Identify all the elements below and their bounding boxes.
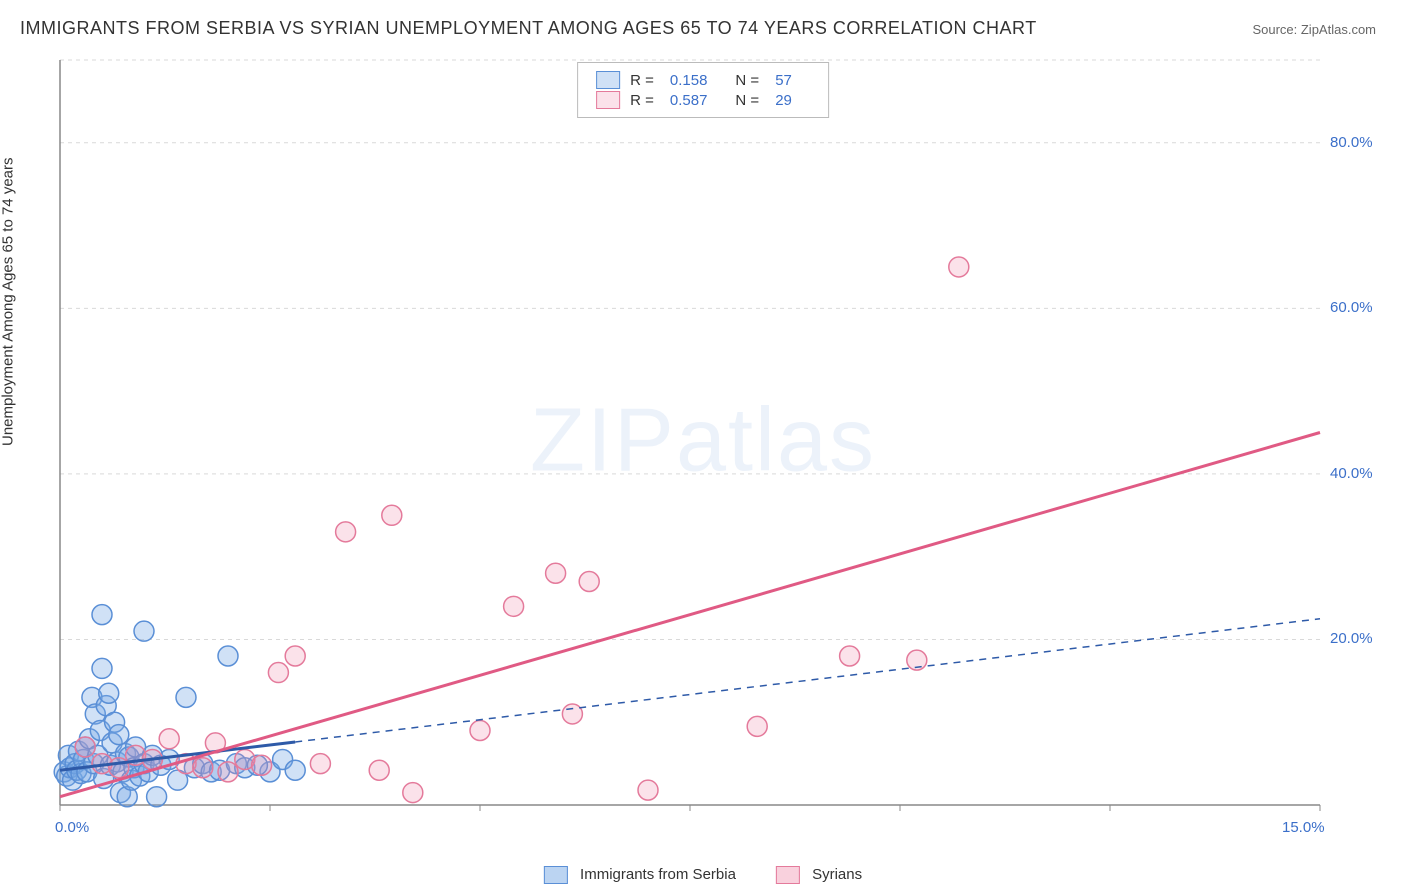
y-tick-20: 20.0% — [1330, 630, 1373, 647]
r-label: R = — [630, 92, 654, 109]
r-value-serbia: 0.158 — [670, 72, 708, 89]
chart-area — [50, 55, 1380, 835]
r-label: R = — [630, 72, 654, 89]
legend-row-syrians: R = 0.587 N = 29 — [596, 91, 810, 109]
swatch-serbia — [596, 71, 620, 89]
y-tick-80: 80.0% — [1330, 134, 1373, 151]
legend-label-serbia: Immigrants from Serbia — [580, 866, 736, 883]
legend-item-syrians: Syrians — [776, 866, 862, 884]
n-label: N = — [735, 72, 759, 89]
source-attribution: Source: ZipAtlas.com — [1252, 22, 1376, 37]
series-legend: Immigrants from Serbia Syrians — [544, 866, 862, 884]
x-tick-min: 0.0% — [55, 819, 89, 836]
chart-title: IMMIGRANTS FROM SERBIA VS SYRIAN UNEMPLO… — [20, 18, 1037, 39]
legend-row-serbia: R = 0.158 N = 57 — [596, 71, 810, 89]
legend-label-syrians: Syrians — [812, 866, 862, 883]
swatch-syrians — [596, 91, 620, 109]
swatch-syrians-icon — [776, 866, 800, 884]
y-tick-60: 60.0% — [1330, 299, 1373, 316]
scatter-chart — [50, 55, 1380, 835]
n-value-syrians: 29 — [775, 92, 792, 109]
legend-item-serbia: Immigrants from Serbia — [544, 866, 736, 884]
n-value-serbia: 57 — [775, 72, 792, 89]
correlation-legend: R = 0.158 N = 57 R = 0.587 N = 29 — [577, 62, 829, 118]
y-axis-label: Unemployment Among Ages 65 to 74 years — [0, 157, 17, 446]
y-tick-40: 40.0% — [1330, 465, 1373, 482]
swatch-serbia-icon — [544, 866, 568, 884]
n-label: N = — [735, 92, 759, 109]
x-tick-max: 15.0% — [1282, 819, 1325, 836]
r-value-syrians: 0.587 — [670, 92, 708, 109]
